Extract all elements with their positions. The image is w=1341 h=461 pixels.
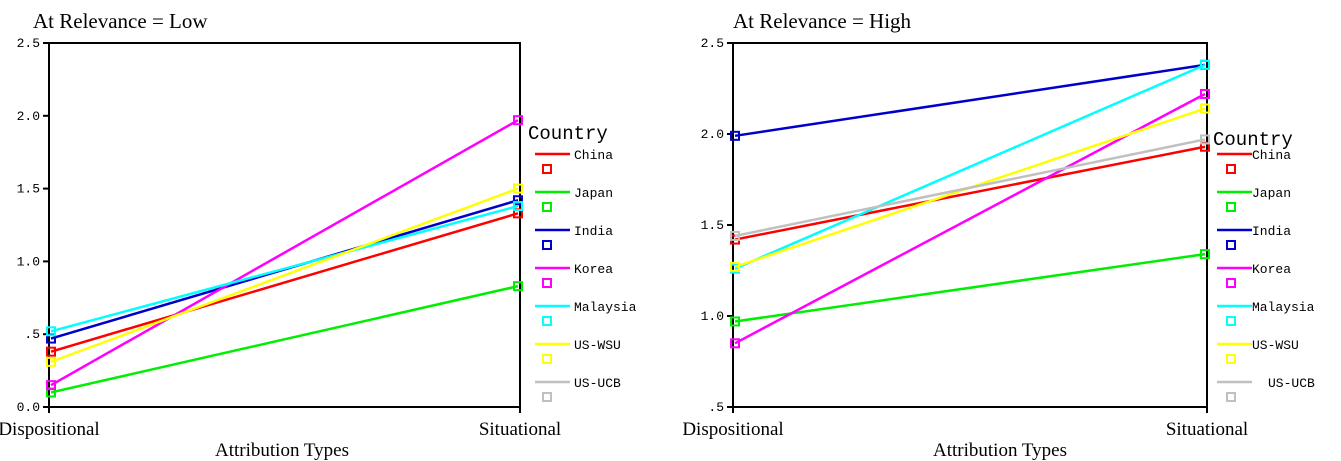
- legend-swatch-marker: [1226, 354, 1236, 364]
- legend-label: Japan: [574, 186, 613, 201]
- y-tick-label: 1.0: [701, 309, 724, 324]
- data-point-korea: [46, 380, 56, 391]
- data-point-japan: [730, 316, 740, 327]
- legend-label: China: [574, 148, 613, 163]
- data-point-china: [46, 346, 56, 357]
- y-tick-label: 1.5: [17, 182, 40, 197]
- legend-label: India: [1252, 224, 1291, 239]
- legend-label: Japan: [1252, 186, 1291, 201]
- x-tick-label: Dispositional: [0, 419, 100, 440]
- series-line-japan: [50, 284, 519, 394]
- x-axis-label: Attribution Types: [215, 440, 349, 461]
- data-point-us-ucb: [730, 230, 740, 241]
- y-tick-label: 2.5: [17, 36, 40, 51]
- x-tick-label: Situational: [1166, 419, 1248, 440]
- legend-swatch-marker: [1226, 316, 1236, 326]
- legend-swatch-marker: [1226, 278, 1236, 288]
- legend-swatch-marker: [542, 164, 552, 174]
- data-point-malaysia: [513, 201, 523, 212]
- data-point-india: [730, 130, 740, 141]
- data-point-malaysia: [46, 326, 56, 337]
- legend-swatch-marker: [1226, 240, 1236, 250]
- legend-label: Malaysia: [574, 300, 637, 315]
- legend-label: India: [574, 224, 613, 239]
- series-line-india: [734, 63, 1206, 138]
- data-point-us-wsu: [730, 261, 740, 272]
- legend-swatch-marker: [542, 392, 552, 402]
- legend-label: Korea: [1252, 262, 1291, 277]
- data-point-us-wsu: [46, 356, 56, 367]
- y-tick-label: 0.0: [17, 400, 40, 415]
- legend-label: China: [1252, 148, 1291, 163]
- data-point-japan: [1200, 249, 1210, 260]
- x-tick-label: Situational: [479, 419, 561, 440]
- series-line-korea: [50, 119, 519, 387]
- y-tick-label: .5: [708, 400, 724, 415]
- legend-swatch-marker: [542, 354, 552, 364]
- data-point-japan: [513, 281, 523, 292]
- plot-frame: [48, 42, 521, 408]
- data-point-us-ucb: [1200, 134, 1210, 145]
- legend-swatch-marker: [542, 278, 552, 288]
- legend-label: US-UCB: [1268, 376, 1315, 391]
- data-point-korea: [730, 338, 740, 349]
- y-tick-label: .5: [24, 327, 40, 342]
- chart-panel-1: At Relevance = Low 0.0 .5 1.0 1.5 2.0 2.5 Dispo…: [0, 9, 637, 461]
- legend-label: US-WSU: [1252, 338, 1299, 353]
- y-tick-label: 2.5: [701, 36, 724, 51]
- legend-swatch-marker: [1226, 202, 1236, 212]
- legend-label: Malaysia: [1252, 300, 1315, 315]
- legend-label: US-UCB: [574, 376, 621, 391]
- x-axis-label: Attribution Types: [933, 440, 1067, 461]
- chart-title: At Relevance = High: [733, 9, 912, 33]
- x-tick-label: Dispositional: [682, 419, 783, 440]
- legend-label: Korea: [574, 262, 613, 277]
- y-tick-label: 2.0: [701, 127, 724, 142]
- legend-label: US-WSU: [574, 338, 621, 353]
- legend-swatch-marker: [542, 316, 552, 326]
- chart-panel-2: At Relevance = High .5 1.0 1.5 2.0 2.5 Disposi…: [682, 9, 1315, 461]
- data-point-us-wsu: [1200, 103, 1210, 114]
- y-tick-label: 2.0: [17, 109, 40, 124]
- series-line-us-ucb: [734, 138, 1206, 238]
- legend-title: Country: [528, 123, 608, 145]
- legend: Country China Japan India Korea Malaysia US-WS…: [528, 123, 637, 402]
- series-line-malaysia: [50, 204, 519, 333]
- data-point-india: [513, 195, 523, 206]
- data-point-malaysia: [1200, 59, 1210, 70]
- y-tick-label: 1.5: [701, 218, 724, 233]
- data-point-us-wsu: [513, 183, 523, 194]
- legend-title: Country: [1213, 129, 1293, 151]
- legend-swatch-marker: [542, 240, 552, 250]
- y-tick-label: 1.0: [17, 254, 40, 269]
- legend-swatch-marker: [542, 202, 552, 212]
- data-point-korea: [1200, 88, 1210, 99]
- series-line-china: [734, 145, 1206, 241]
- series-line-malaysia: [734, 63, 1206, 270]
- data-point-korea: [513, 115, 523, 126]
- chart-title: At Relevance = Low: [33, 9, 208, 33]
- legend-swatch-marker: [1226, 392, 1236, 402]
- series-line-china: [50, 212, 519, 353]
- series-line-japan: [734, 252, 1206, 323]
- legend-swatch-marker: [1226, 164, 1236, 174]
- series-line-us-wsu: [50, 187, 519, 364]
